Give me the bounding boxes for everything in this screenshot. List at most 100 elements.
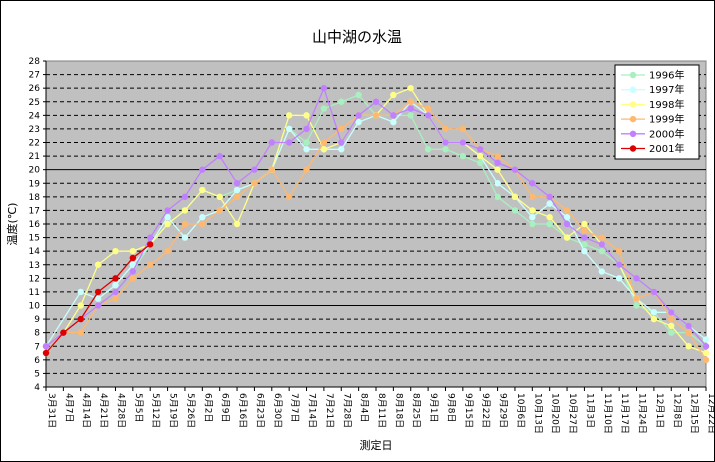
- data-point: [685, 322, 692, 330]
- data-point: [233, 180, 241, 187]
- data-point: [42, 349, 50, 357]
- x-tick-label: 8月25日: [411, 393, 422, 428]
- y-tick-label: 11: [29, 288, 40, 298]
- data-point: [529, 214, 536, 221]
- data-point: [459, 139, 467, 146]
- data-point: [164, 207, 171, 214]
- data-point: [42, 343, 50, 350]
- data-point: [650, 309, 658, 316]
- data-point: [355, 118, 362, 126]
- data-point: [459, 152, 467, 160]
- data-point: [181, 220, 189, 228]
- y-tick-label: 16: [29, 220, 41, 230]
- data-point: [598, 241, 605, 248]
- x-tick-label: 4月7日: [63, 393, 74, 422]
- data-point: [233, 193, 241, 201]
- data-point: [477, 159, 484, 167]
- data-point: [216, 207, 223, 214]
- data-point: [199, 166, 206, 173]
- x-tick-label: 7月28日: [341, 393, 352, 428]
- x-axis-label: 測定日: [360, 438, 393, 452]
- data-point: [285, 139, 293, 146]
- data-point: [129, 261, 137, 268]
- data-point: [164, 220, 171, 228]
- data-point: [633, 295, 640, 302]
- data-point: [390, 118, 397, 126]
- data-point: [424, 146, 432, 153]
- data-point: [181, 207, 189, 214]
- data-point: [442, 146, 449, 153]
- x-tick-label: 12月22日: [706, 393, 715, 434]
- y-tick-label: 22: [29, 139, 40, 149]
- x-tick-label: 9月1日: [428, 393, 439, 422]
- x-tick-label: 3月31日: [46, 393, 57, 428]
- data-point: [338, 139, 345, 146]
- data-point: [216, 193, 223, 201]
- data-point: [685, 343, 692, 350]
- x-axis-ticks: 3月31日 4月7日 4月14日 4月21日 4月28日 5月5日 5月12日 5月19日 5月…: [45, 386, 715, 434]
- y-tick-label: 20: [29, 166, 41, 176]
- data-point: [633, 302, 640, 309]
- data-point: [372, 98, 380, 105]
- data-point: [581, 220, 588, 228]
- data-point: [303, 112, 310, 119]
- x-tick-label: 9月15日: [463, 393, 474, 428]
- data-point: [251, 180, 258, 187]
- data-point: [598, 268, 605, 275]
- data-point: [563, 214, 571, 221]
- x-tick-label: 11月17日: [619, 393, 630, 434]
- data-point: [355, 91, 362, 99]
- x-tick-label: 5月26日: [185, 393, 196, 428]
- data-point: [147, 261, 154, 268]
- y-tick-label: 5: [34, 369, 40, 379]
- data-point: [303, 139, 310, 146]
- data-point: [477, 146, 484, 153]
- x-tick-label: 10月27日: [567, 393, 578, 434]
- data-point: [338, 146, 345, 153]
- x-tick-label: 5月19日: [168, 393, 179, 428]
- data-point: [77, 302, 84, 309]
- legend-entry: 1998年: [649, 98, 684, 111]
- x-tick-label: 12月1日: [654, 393, 665, 428]
- y-tick-label: 26: [29, 84, 41, 94]
- data-point: [355, 112, 362, 119]
- data-point: [424, 105, 432, 112]
- data-point: [407, 112, 414, 119]
- data-point: [94, 295, 102, 302]
- x-tick-label: 11月24日: [637, 393, 648, 434]
- data-point: [529, 207, 536, 214]
- data-point: [702, 349, 710, 357]
- y-tick-label: 9: [34, 315, 40, 325]
- data-point: [563, 220, 571, 228]
- y-tick-label: 17: [29, 206, 40, 216]
- data-point: [285, 112, 293, 119]
- x-tick-label: 4月28日: [115, 393, 126, 428]
- data-point: [199, 186, 206, 194]
- data-point: [546, 200, 553, 207]
- x-tick-label: 11月3日: [584, 393, 595, 428]
- x-tick-label: 6月9日: [220, 393, 231, 422]
- x-tick-label: 11月10日: [602, 393, 613, 434]
- y-tick-label: 12: [29, 274, 40, 284]
- data-point: [615, 247, 623, 255]
- data-point: [112, 275, 119, 282]
- data-point: [650, 288, 658, 296]
- x-tick-label: 4月14日: [81, 393, 92, 428]
- y-tick-label: 13: [29, 261, 40, 271]
- data-point: [494, 166, 501, 173]
- data-point: [546, 193, 553, 201]
- data-point: [598, 234, 605, 241]
- legend-entry: 1999年: [649, 113, 684, 126]
- y-tick-label: 4: [34, 383, 40, 393]
- legend-swatch-marker: [629, 86, 637, 93]
- data-point: [702, 356, 710, 364]
- data-point: [164, 214, 171, 221]
- y-tick-label: 27: [29, 71, 40, 81]
- data-point: [303, 166, 310, 173]
- data-point: [94, 302, 102, 309]
- data-point: [459, 125, 467, 133]
- data-point: [390, 112, 397, 119]
- x-tick-label: 9月29日: [498, 393, 509, 428]
